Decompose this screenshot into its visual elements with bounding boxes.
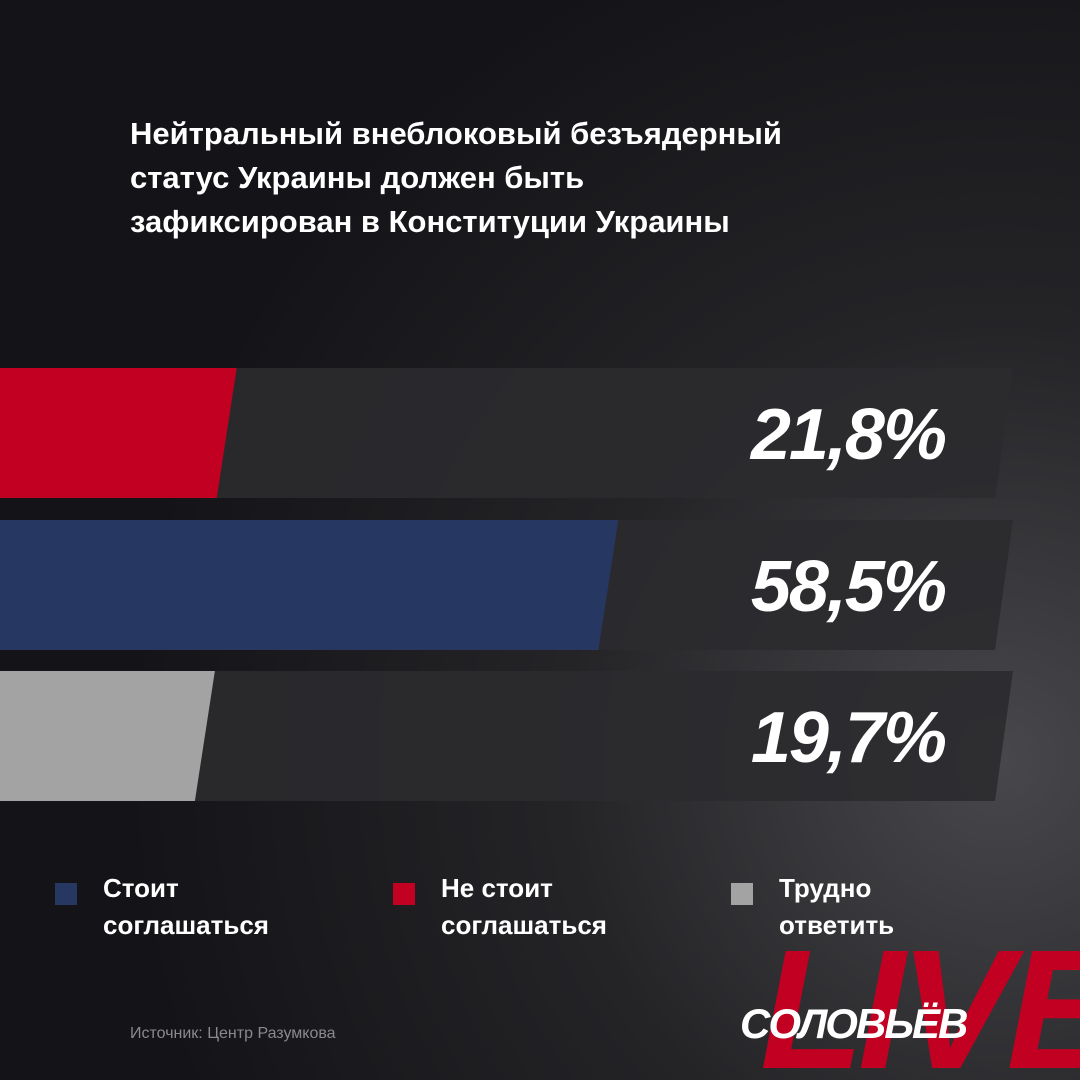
chart-title: Нейтральный внеблоковый безъядерный стат…	[130, 116, 782, 239]
logo-name: СОЛОВЬЁВ	[740, 1000, 968, 1047]
bar-track	[0, 368, 1013, 498]
value-label: 19,7%	[751, 698, 946, 778]
legend-swatch	[731, 883, 753, 905]
legend-label: Стоит соглашаться	[103, 873, 269, 940]
legend-label: Не стоит соглашаться	[441, 873, 607, 940]
legend-swatch	[393, 883, 415, 905]
legend-swatch	[55, 883, 77, 905]
legend-label: Трудно ответить	[779, 873, 895, 940]
value-label: 58,5%	[751, 547, 946, 627]
logo-live: LIVE	[760, 915, 1080, 1080]
value-label: 21,8%	[749, 395, 946, 475]
bar-track	[0, 671, 1013, 801]
bar	[0, 671, 215, 801]
source: Источник: Центр Разумкова	[130, 1025, 336, 1042]
bar	[0, 368, 237, 498]
bar	[0, 520, 619, 650]
